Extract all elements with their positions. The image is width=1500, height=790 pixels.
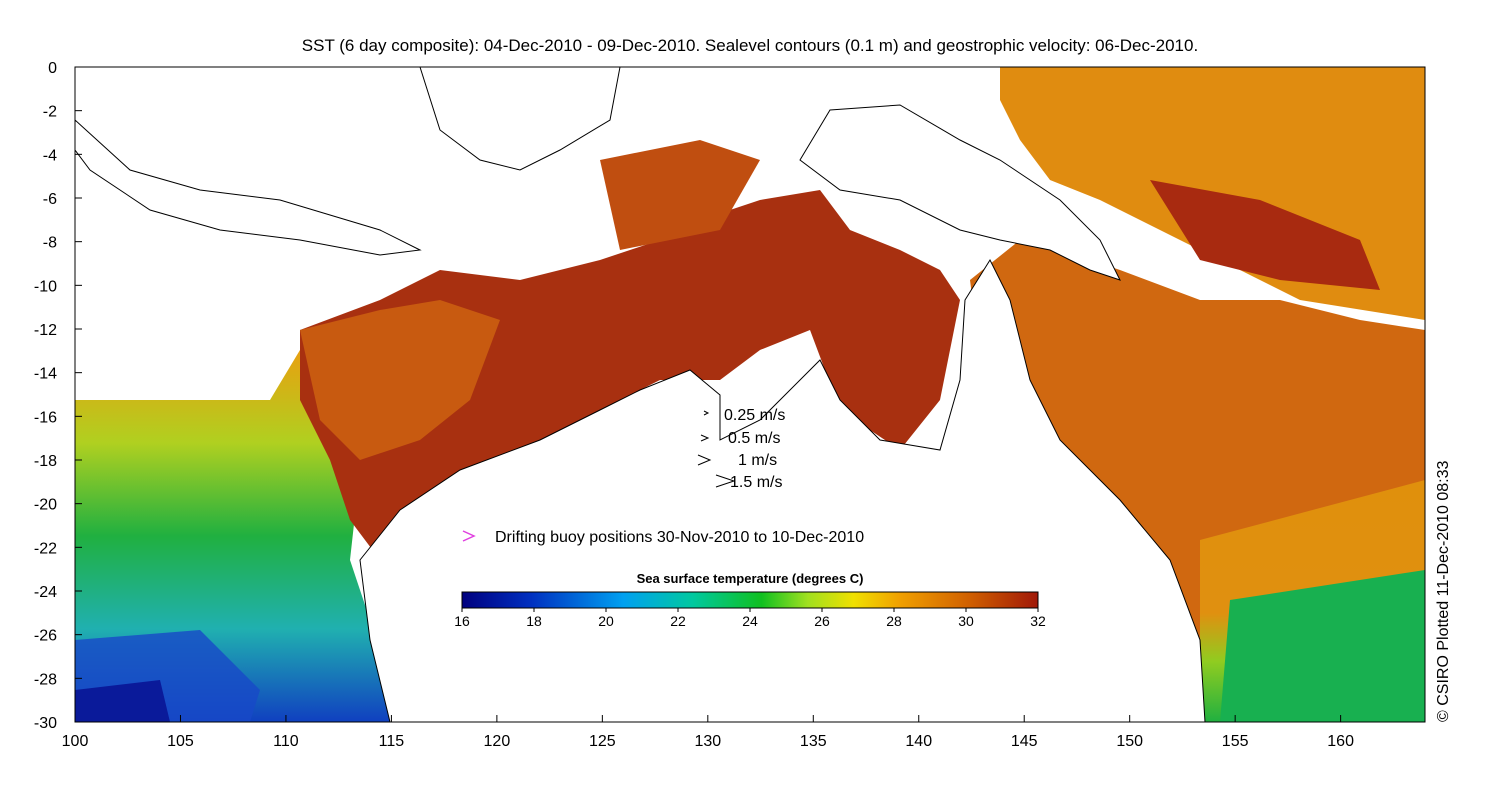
velocity-arrow-icon	[703, 410, 710, 416]
colorbar-tick-label: 18	[526, 613, 542, 629]
velocity-legend: 0.25 m/s 0.5 m/s 1 m/s 1.5 m/s	[697, 407, 785, 491]
y-tick-label: -8	[43, 235, 57, 252]
buoy-legend: Drifting buoy positions 30-Nov-2010 to 1…	[462, 529, 864, 546]
y-tick-label: -14	[34, 366, 57, 383]
y-tick-label: 0	[48, 60, 57, 77]
colorbar-gradient	[461, 591, 1039, 609]
x-tick-label: 135	[800, 733, 827, 750]
y-tick-label: -20	[34, 497, 57, 514]
y-axis: 0 -2 -4 -6 -8 -10 -12 -14 -16 -18 -20 -22 -24 -26 -28 -…	[34, 60, 82, 732]
y-tick-label: -18	[34, 453, 57, 470]
y-tick-label: -22	[34, 540, 57, 557]
velocity-label-3: 1.5 m/s	[730, 474, 782, 491]
colorbar-tick-label: 26	[814, 613, 830, 629]
x-tick-label: 145	[1011, 733, 1038, 750]
colorbar-tick-label: 30	[958, 613, 974, 629]
y-tick-label: -28	[34, 671, 57, 688]
colorbar-tick-label: 32	[1030, 613, 1046, 629]
x-axis: 100 105 110 115 120 125 130 135 140 145 150 155 160	[62, 715, 1354, 750]
x-tick-label: 130	[694, 733, 721, 750]
colorbar-tick-label: 22	[670, 613, 686, 629]
y-tick-label: -24	[34, 584, 57, 601]
velocity-arrow-icon	[697, 454, 712, 466]
x-tick-label: 125	[589, 733, 616, 750]
y-tick-label: -6	[43, 191, 57, 208]
x-tick-label: 150	[1116, 733, 1143, 750]
x-tick-label: 110	[273, 733, 299, 750]
x-tick-label: 140	[905, 733, 932, 750]
plot-title: SST (6 day composite): 04-Dec-2010 - 09-…	[301, 36, 1199, 55]
plot-frame	[74, 66, 1426, 723]
x-tick-label: 155	[1222, 733, 1249, 750]
x-tick-label: 120	[484, 733, 511, 750]
buoy-marker-icon	[462, 530, 476, 542]
velocity-arrow-icon	[715, 474, 736, 488]
colorbar-title: Sea surface temperature (degrees C)	[637, 571, 864, 586]
colorbar: Sea surface temperature (degrees C) 16 18…	[454, 571, 1046, 629]
colorbar-tick-label: 28	[886, 613, 902, 629]
y-tick-label: -10	[34, 278, 57, 295]
velocity-label-0: 0.25 m/s	[724, 407, 785, 424]
x-tick-label: 100	[62, 733, 89, 750]
velocity-arrow-icon	[700, 434, 710, 442]
y-tick-label: -26	[34, 628, 57, 645]
copyright-note: © CSIRO Plotted 11-Dec-2010 08:33	[1435, 460, 1452, 722]
colorbar-tick-label: 24	[742, 613, 758, 629]
sst-field	[75, 67, 1425, 722]
y-tick-label: -30	[34, 715, 57, 732]
colorbar-tick-label: 16	[454, 613, 470, 629]
x-tick-label: 105	[167, 733, 194, 750]
y-tick-label: -4	[43, 147, 57, 164]
colorbar-tick-label: 20	[598, 613, 614, 629]
velocity-label-1: 0.5 m/s	[728, 430, 780, 447]
buoy-legend-label: Drifting buoy positions 30-Nov-2010 to 1…	[495, 529, 864, 546]
x-tick-label: 160	[1327, 733, 1354, 750]
velocity-label-2: 1 m/s	[738, 452, 777, 469]
x-tick-label: 115	[379, 733, 405, 750]
y-tick-label: -12	[34, 322, 57, 339]
y-tick-label: -2	[43, 104, 57, 121]
y-tick-label: -16	[34, 409, 57, 426]
